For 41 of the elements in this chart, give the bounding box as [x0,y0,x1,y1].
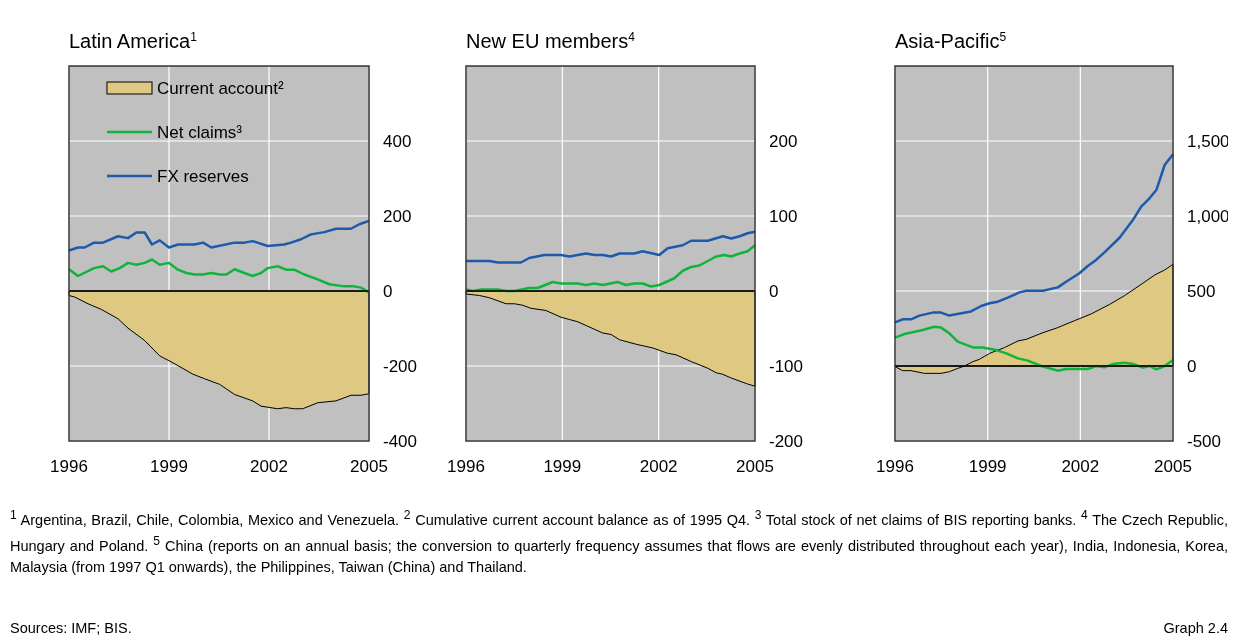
x-tick-label: 1996 [50,457,88,476]
source-note: Sources: IMF; BIS. [10,620,132,636]
y-tick-label: 200 [769,131,798,151]
y-tick-label: 0 [383,281,393,301]
x-tick-label: 2005 [350,457,388,476]
y-tick-label: 1,000 [1187,206,1230,226]
y-tick-label: 0 [769,281,779,301]
x-tick-label: 2002 [250,457,288,476]
line-series [893,153,1175,324]
x-tick-label: 2002 [639,457,678,476]
y-tick-label: -500 [1187,431,1222,451]
y-tick-label: -100 [769,356,804,376]
legend-label: Current account² [157,78,284,98]
y-tick-label: 200 [383,206,412,226]
text: $^{1}$ Argentina, Brazil, Chile, Colombia, Mexico and Venezuela. $^{2}$ Cumulative current account balance as of 1995 Q4. $^{3}$ Total stock of net claims of BIS reporting banks. $^{4}$ The Czech Republic, Hungary and Poland. $^{5}$ China (reports on an annual basis; the conversion to quarterly frequency assumes that flows are evenly distributed throughout each year), India, Indonesia, Korea, Malaysia (from 1997 Q1 onwards), the Philippines, Taiwan (China) and Thailand. [10,508,1229,575]
y-tick-label: -200 [769,431,804,451]
y-tick-label: 100 [769,206,798,226]
x-tick-label: 1999 [968,457,1007,476]
chart-title: Latin America$^{1}$ [69,30,198,52]
legend-label: FX reserves [157,166,249,186]
y-tick-label: 0 [1187,356,1197,376]
y-tick-label: 400 [383,131,412,151]
chart-title: Asia-Pacific$^{5}$ [895,30,1007,52]
y-tick-label: -400 [383,431,418,451]
chart-title: New EU members$^{4}$ [466,30,636,52]
line-series [67,219,371,252]
line-series [67,258,371,294]
y-tick-label: 500 [1187,281,1216,301]
line-series [464,230,757,264]
x-tick-label: 2005 [736,457,774,476]
y-tick-label: 1,500 [1187,131,1230,151]
x-tick-label: 2002 [1061,457,1100,476]
x-tick-label: 1999 [543,457,582,476]
x-tick-label: 1996 [447,457,485,476]
y-tick-label: -200 [383,356,418,376]
caption: Graph 2.4 [1163,620,1228,636]
x-tick-label: 1996 [876,457,914,476]
x-tick-label: 2005 [1154,457,1192,476]
legend-label: Net claims³ [157,122,243,142]
x-tick-label: 1999 [150,457,188,476]
line-series [464,244,757,293]
